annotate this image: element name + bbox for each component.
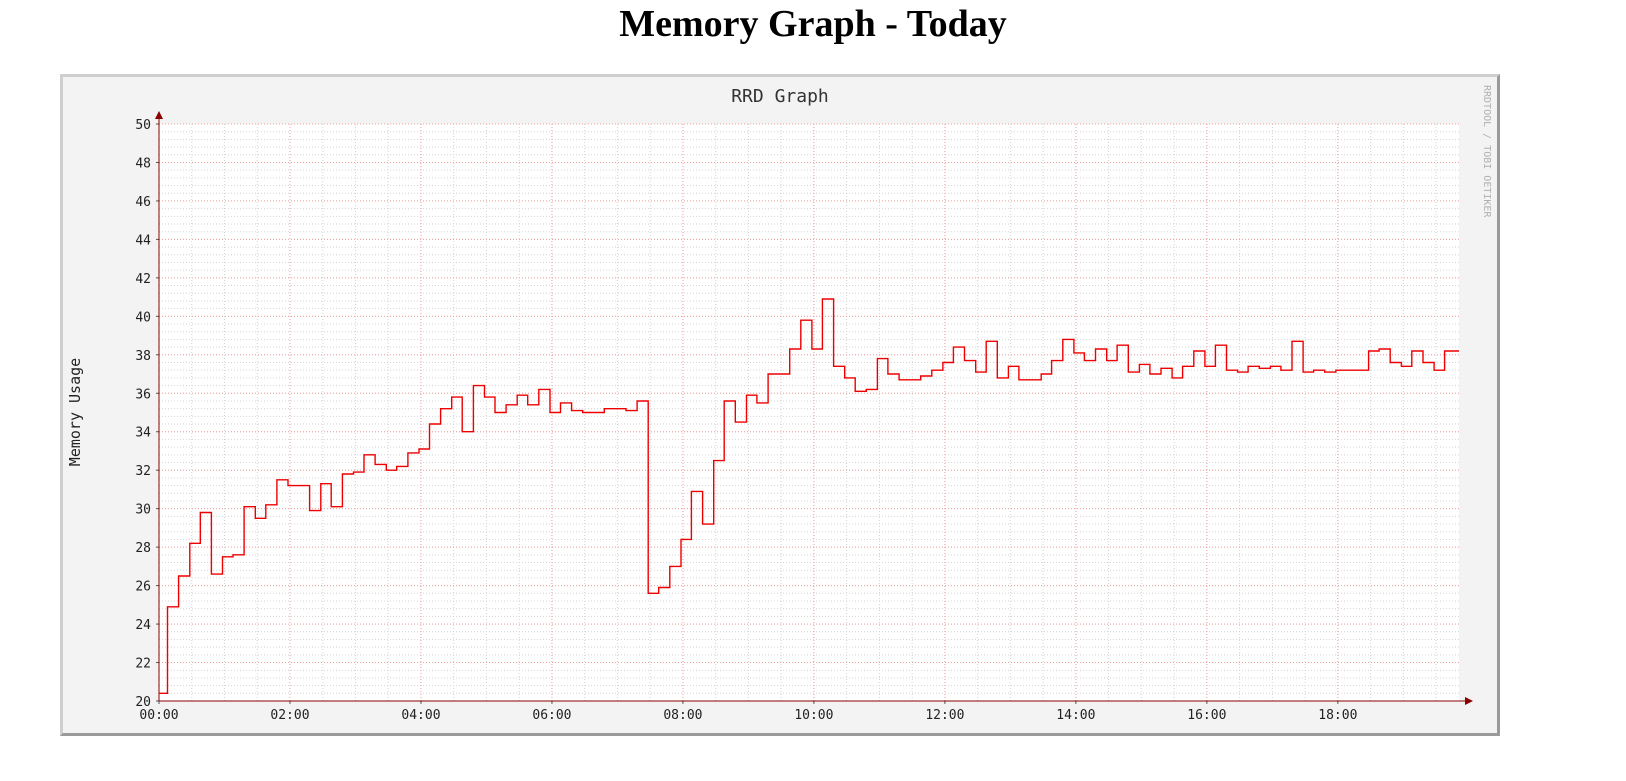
y-tick-label: 50 — [135, 118, 151, 133]
x-tick-label: 18:00 — [1318, 708, 1357, 723]
memory-usage-series-line — [159, 298, 1459, 694]
y-tick-label: 26 — [135, 580, 151, 595]
y-tick-label: 24 — [135, 618, 151, 633]
plot-area — [159, 124, 1459, 701]
y-tick-label: 46 — [135, 195, 151, 210]
y-tick-label: 34 — [135, 426, 151, 441]
y-tick-label: 28 — [135, 541, 151, 556]
y-tick-label: 20 — [135, 695, 151, 710]
x-tick-label: 02:00 — [270, 708, 309, 723]
y-tick-label: 44 — [135, 233, 151, 248]
chart-title: RRD Graph — [731, 86, 829, 107]
y-tick-label: 32 — [135, 464, 151, 479]
y-tick-label: 40 — [135, 310, 151, 325]
x-tick-label: 08:00 — [663, 708, 702, 723]
rrdtool-watermark: RRDTOOL / TOBI OETIKER — [1481, 85, 1492, 218]
x-tick-label: 04:00 — [401, 708, 440, 723]
page-title: Memory Graph - Today — [619, 3, 1007, 45]
graph-frame: 20 22 24 26 28 30 32 34 36 38 40 42 44 46 48 50 00:00 02:… — [60, 74, 1500, 736]
x-tick-label: 06:00 — [532, 708, 571, 723]
y-tick-label: 48 — [135, 156, 151, 171]
y-tick-label: 42 — [135, 272, 151, 287]
x-axis-arrow — [1465, 697, 1473, 705]
y-axis-arrow — [155, 111, 163, 119]
x-tick-label: 16:00 — [1187, 708, 1226, 723]
x-tick-label: 00:00 — [139, 708, 178, 723]
x-tick-label: 10:00 — [794, 708, 833, 723]
y-tick-label: 36 — [135, 387, 151, 402]
x-tick-label: 12:00 — [925, 708, 964, 723]
y-tick-label: 22 — [135, 657, 151, 672]
y-axis-label: Memory Usage — [66, 358, 84, 466]
y-tick-label: 38 — [135, 349, 151, 364]
x-tick-label: 14:00 — [1056, 708, 1095, 723]
rrd-chart: 20 22 24 26 28 30 32 34 36 38 40 42 44 46 48 50 00:00 02:… — [66, 85, 1492, 723]
y-tick-label: 30 — [135, 503, 151, 518]
